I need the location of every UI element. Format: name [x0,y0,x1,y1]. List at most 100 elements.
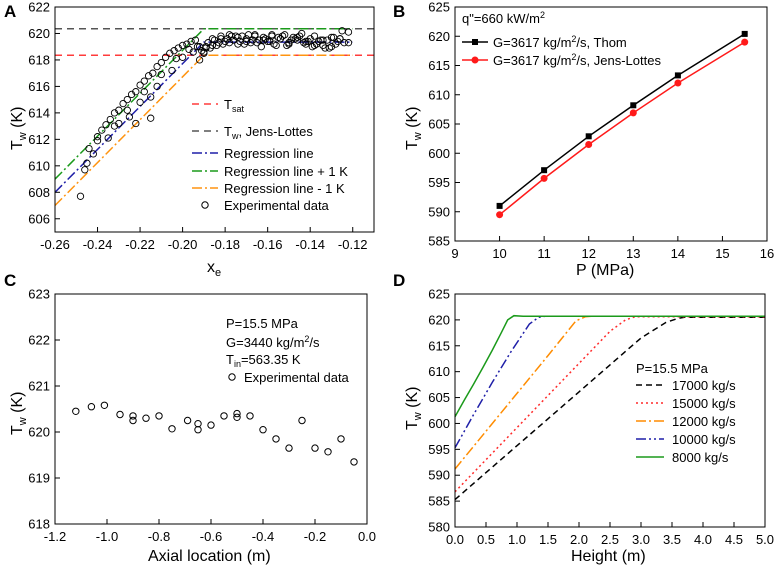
panel-c-mass-flux: G=3440 kg/m2/s [226,334,320,350]
data-point [76,192,85,200]
data-point [741,38,749,46]
data-point [81,166,89,174]
data-point [264,37,272,46]
data-point [140,88,148,96]
y-tick-label: 622 [28,0,50,15]
y-tick-label: 585 [428,494,450,509]
legend-marker-jens-lottes [471,56,479,64]
data-point [285,444,293,452]
data-point [153,62,161,71]
data-point [208,41,217,50]
data-point [172,54,180,63]
legend-label-regression-plus: Regression line + 1 K [224,164,348,179]
legend-label-12000: 12000 kg/s [672,414,736,429]
y-tick-label: 620 [28,425,50,440]
y-tick-label: 616 [28,79,50,94]
x-tick-label: 2.5 [601,532,619,547]
data-point [310,32,319,40]
data-point [129,416,137,425]
data-point [187,37,195,46]
data-point [308,43,316,51]
panel-d-xlabel: Height (m) [571,548,646,565]
x-tick-label: -0.8 [148,529,170,544]
y-tick-label: 622 [28,333,50,348]
panel-b: B 9 10 11 12 13 14 15 16 585 590 595 600 605 610 615 62… [393,0,774,279]
data-point [336,35,344,43]
data-point [233,413,241,421]
x-tick-label: -0.26 [40,237,70,252]
panel-d: D 0.0 0.5 1.0 1.5 2.0 2.5 3.0 3.5 4.0 4.5 5.0 580 58… [393,271,774,565]
y-tick-label: 625 [428,0,450,15]
data-point [298,416,306,425]
legend-label-10000: 10000 kg/s [672,432,736,447]
data-point [220,412,228,420]
x-tick-label: 4.5 [725,532,743,547]
data-point [325,44,333,52]
data-point [87,403,96,411]
data-point [283,41,291,50]
data-point [300,39,308,47]
x-tick-label: -0.16 [253,237,283,252]
y-tick-label: 618 [28,517,50,532]
x-tick-label: 14 [671,246,685,261]
panel-d-ylabel: Tw (K) [404,386,424,430]
data-point [93,137,102,145]
data-point [89,150,97,158]
data-point [246,412,254,420]
data-point [310,41,319,50]
y-tick-label: 621 [28,379,50,394]
panel-a: A -0.26 -0.24 -0.22 -0.20 -0.18 -0.16 -0.14 -0.… [4,0,375,279]
data-point [149,69,157,77]
x-tick-label: 15 [715,246,729,261]
y-tick-label: 615 [428,58,450,73]
y-tick-label: 618 [28,52,50,67]
legend-marker-c-experimental [228,373,236,381]
data-point [157,70,165,79]
data-point [198,47,206,55]
series-line-8000-kg/s [454,314,765,418]
data-point [741,30,748,37]
data-point [144,72,153,80]
y-tick-label: 590 [428,468,450,483]
data-point [242,37,251,46]
x-tick-label: -0.2 [304,529,326,544]
series-line-jens_lottes [499,41,746,216]
data-point [270,40,278,48]
y-tick-label: 623 [28,287,50,302]
x-tick-label: 12 [581,246,595,261]
data-point [304,37,312,46]
y-tick-label: 608 [28,185,50,200]
legend-marker-thom [472,39,478,45]
y-tick-label: 614 [28,105,50,120]
y-tick-label: 615 [428,338,450,353]
y-tick-label: 612 [28,132,50,147]
x-tick-label: -0.4 [252,529,274,544]
x-tick-label: 0.0 [446,532,464,547]
series-line-thom [499,33,746,207]
series-line-17000-kg/s [454,316,765,501]
x-tick-label: -0.22 [125,237,155,252]
data-point [115,119,123,128]
x-tick-label: 0.5 [477,532,495,547]
panel-c: C -1.2 -1.0 -0.8 -0.6 -0.4 -0.2 0.0 618 619 620 62… [4,271,376,565]
y-tick-label: 605 [428,117,450,132]
data-point [115,106,123,114]
panel-c-xlabel: Axial location (m) [148,548,271,565]
data-point [311,444,319,452]
data-point [161,53,170,61]
x-tick-label: -1.0 [96,529,118,544]
data-point [102,121,110,129]
data-point [93,133,102,141]
x-tick-label: 1.5 [539,532,557,547]
y-tick-label: 620 [28,26,50,41]
data-point [132,119,140,128]
legend-label-tsat: Tsat [224,97,244,114]
data-point [302,37,310,46]
data-point [106,115,114,124]
panel-b-heat-flux-label: q"=660 kW/m2 [462,10,545,26]
panel-a-xlabel: xe [207,259,221,279]
y-tick-label: 605 [428,390,450,405]
data-point [674,72,681,79]
data-point [629,109,637,117]
legend-label-15000: 15000 kg/s [672,396,736,411]
